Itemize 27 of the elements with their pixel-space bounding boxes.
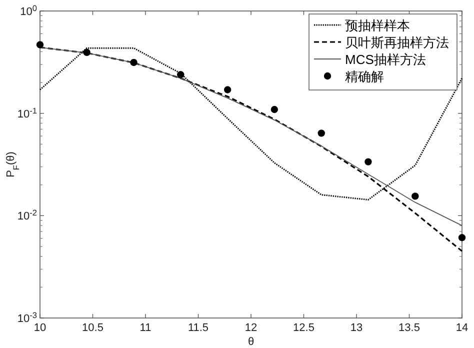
- x-tick-label: 12: [244, 322, 258, 334]
- point: [458, 234, 466, 242]
- y-tick-label: 10$^{-2}$: [17, 208, 38, 223]
- point: [36, 41, 44, 48]
- point: [224, 86, 232, 94]
- x-tick-label: 10.5: [82, 322, 104, 334]
- x-tick-label: 12.5: [293, 322, 314, 334]
- x-tick-label: 14: [456, 322, 468, 334]
- point: [130, 58, 138, 66]
- x-axis-title: θ: [248, 336, 254, 348]
- point: [83, 48, 90, 56]
- x-tick-label: 13.5: [398, 322, 420, 334]
- point: [412, 192, 419, 200]
- y-tick-label: 10$^{-1}$: [17, 106, 38, 120]
- point: [364, 158, 372, 166]
- legend-label: 预抽样样本: [345, 18, 410, 33]
- legend-label: 贝叶斯再抽样方法: [345, 35, 449, 50]
- point: [270, 106, 278, 114]
- x-tick-label: 11.5: [188, 322, 209, 334]
- point: [318, 130, 325, 137]
- legend-label: MCS抽样方法: [345, 52, 426, 67]
- legend-label: 精确解: [345, 69, 384, 84]
- x-tick-label: 11: [140, 322, 152, 334]
- x-tick-label: 13: [350, 322, 363, 334]
- y-tick-label: 10$^{0}$: [20, 4, 38, 18]
- point: [177, 71, 184, 78]
- x-tick-label: 10: [34, 322, 46, 334]
